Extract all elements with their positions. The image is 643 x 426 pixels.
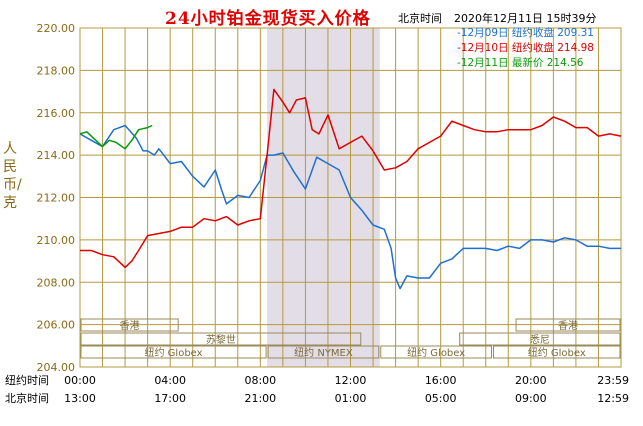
legend-item-1211: -12月11日 最新价 214.56 [457, 57, 584, 69]
session-box [515, 318, 621, 332]
series-line-0 [79, 124, 621, 290]
x-tick-label-bj: 13:00 [64, 392, 96, 405]
x-tick-label-ny: 23:59 [597, 374, 629, 387]
legend-item-1210: -12月10日 纽约收盘 214.98 [457, 42, 594, 54]
x-tick-label-ny: 20:00 [515, 374, 547, 387]
session-box [80, 332, 362, 346]
session-label: 纽约 Globex [528, 346, 586, 359]
legend: -12月09日 纽约收盘 209.31 -12月10日 纽约收盘 214.98 … [457, 26, 621, 71]
session-box [380, 345, 493, 359]
x-tick-label-bj: 05:00 [425, 392, 457, 405]
x-tick-label-bj: 01:00 [335, 392, 367, 405]
y-tick-label: 214.00 [37, 149, 76, 162]
session-label: 纽约 Globex [407, 346, 465, 359]
x-tick-label-ny: 16:00 [425, 374, 457, 387]
session-box [80, 318, 179, 332]
x-row1-label: 纽约时间 [5, 373, 49, 387]
timezone-label: 北京时间 [398, 12, 442, 25]
session-box [493, 345, 621, 359]
y-axis-label: 人民币/克 [3, 141, 22, 211]
timestamp-bar: 北京时间 2020年12月11日 15时39分 [398, 10, 608, 26]
x-tick-label-ny: 12:00 [335, 374, 367, 387]
x-tick-label-bj: 17:00 [154, 392, 186, 405]
y-tick-label: 220.00 [37, 22, 76, 35]
timestamp-value: 2020年12月11日 15时39分 [454, 12, 597, 25]
x-tick-label-bj: 09:00 [515, 392, 547, 405]
y-tick-label: 212.00 [37, 192, 76, 205]
session-label: 香港 [120, 320, 140, 332]
chart-title: 24小时铂金现货买入价格 [165, 9, 371, 29]
session-label: 香港 [558, 320, 578, 332]
y-tick-label: 208.00 [37, 276, 76, 289]
x-tick-label-bj: 21:00 [244, 392, 276, 405]
x-tick-label-ny: 08:00 [244, 374, 276, 387]
series-line-1 [80, 88, 622, 269]
x-tick-label-ny: 00:00 [64, 374, 96, 387]
series-line-2 [79, 124, 153, 150]
session-label: 悉尼 [530, 334, 550, 346]
y-tick-label: 204.00 [37, 361, 76, 374]
x-tick-label-ny: 04:00 [154, 374, 186, 387]
session-box [80, 345, 267, 359]
session-label: 纽约 Globex [145, 346, 203, 359]
y-tick-label: 206.00 [37, 319, 76, 332]
y-tick-label: 218.00 [37, 64, 76, 77]
session-box [267, 345, 380, 359]
x-row2-label: 北京时间 [5, 391, 49, 405]
y-tick-label: 216.00 [37, 107, 76, 120]
y-tick-label: 210.00 [37, 234, 76, 247]
legend-item-1209: -12月09日 纽约收盘 209.31 [457, 27, 594, 39]
session-label: 苏黎世 [206, 333, 236, 346]
session-label: 纽约 NYMEX [294, 346, 353, 359]
x-tick-label-bj: 12:59 [597, 392, 629, 405]
plot-frame [79, 27, 622, 368]
session-box [459, 332, 621, 346]
